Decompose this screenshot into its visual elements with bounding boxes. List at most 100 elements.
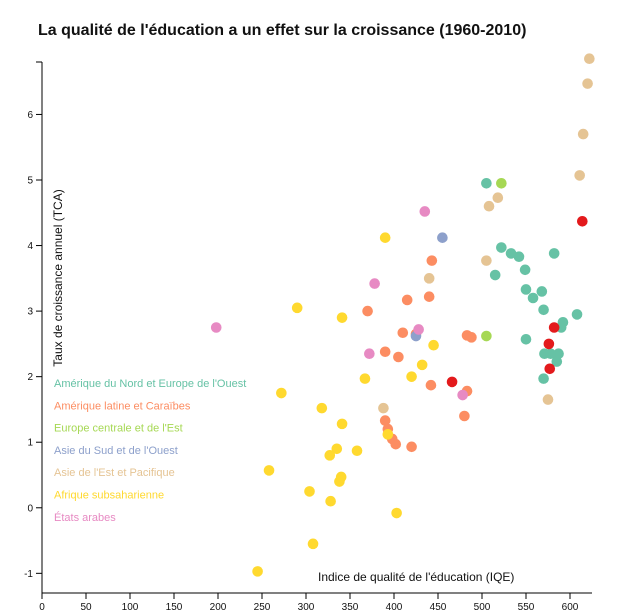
- legend-entry: Asie de l'Est et Pacifique: [54, 467, 175, 479]
- data-point: [382, 429, 394, 440]
- data-point: [390, 438, 402, 450]
- data-point: [428, 339, 439, 351]
- data-point: [362, 305, 373, 317]
- data-point: [401, 294, 413, 306]
- data-point: [364, 348, 375, 360]
- x-tick-label: 400: [386, 602, 403, 613]
- data-point: [325, 495, 336, 507]
- data-point: [391, 507, 402, 519]
- legend-entry: Afrique subsaharienne: [54, 490, 164, 502]
- data-point: [577, 128, 589, 140]
- data-point: [316, 402, 328, 414]
- data-point: [331, 443, 343, 455]
- data-point: [571, 309, 583, 320]
- data-point: [496, 177, 507, 189]
- axes: 0 50 100 150 200 250 300 350 400 450 500 550 600 -1 0 1…: [24, 61, 592, 613]
- data-point: [538, 304, 549, 316]
- data-point: [359, 373, 371, 384]
- data-point: [406, 371, 417, 382]
- data-point: [492, 192, 504, 203]
- data-point: [304, 486, 315, 497]
- data-point: [423, 273, 435, 284]
- data-point: [582, 78, 593, 89]
- data-point: [393, 351, 404, 363]
- y-tick-label: 6: [27, 110, 33, 121]
- data-point: [437, 232, 448, 243]
- data-point: [466, 332, 477, 343]
- legend-entry: États arabes: [54, 511, 116, 524]
- data-point: [351, 445, 363, 457]
- x-tick-label: 250: [254, 602, 271, 613]
- data-point: [419, 206, 431, 217]
- x-tick-label: 0: [39, 602, 45, 613]
- data-point: [527, 292, 539, 304]
- x-tick-label: 150: [166, 602, 183, 613]
- x-tick-label: 100: [122, 602, 139, 613]
- data-point: [505, 248, 517, 259]
- data-point: [413, 324, 424, 335]
- data-point: [548, 322, 560, 333]
- x-tick-label: 300: [298, 602, 315, 613]
- data-point: [379, 415, 391, 426]
- x-tick-label: 500: [474, 602, 491, 613]
- data-point: [481, 177, 492, 189]
- data-point: [548, 248, 560, 259]
- data-point: [336, 418, 348, 430]
- data-point: [406, 441, 417, 453]
- data-point: [481, 255, 492, 266]
- data-point: [496, 242, 507, 253]
- data-point: [252, 566, 263, 577]
- data-point: [574, 170, 585, 181]
- data-point: [425, 379, 437, 391]
- legend-entry: Asie du Sud et de l'Ouest: [54, 445, 178, 457]
- data-point: [551, 356, 563, 367]
- legend: Amérique du Nord et Europe de l'Ouest Amé…: [54, 378, 246, 524]
- data-point: [538, 373, 549, 384]
- y-tick-label: 4: [27, 241, 33, 252]
- x-tick-label: 450: [430, 602, 447, 613]
- legend-entry: Amérique du Nord et Europe de l'Ouest: [54, 378, 246, 390]
- data-point: [545, 348, 556, 360]
- y-tick-label: 1: [27, 438, 33, 449]
- data-point: [416, 359, 428, 371]
- data-point: [520, 334, 532, 345]
- data-point: [335, 471, 347, 483]
- data-point: [423, 291, 435, 302]
- data-point: [324, 450, 336, 461]
- data-point: [520, 284, 532, 295]
- data-point: [307, 538, 319, 550]
- data-point: [457, 389, 468, 401]
- x-tick-label: 600: [562, 602, 579, 613]
- data-point: [397, 327, 409, 339]
- y-tick-label: -1: [24, 569, 33, 580]
- data-point: [263, 465, 275, 476]
- data-point: [513, 251, 525, 262]
- x-tick-label: 350: [342, 602, 359, 613]
- x-tick-label: 550: [518, 602, 535, 613]
- data-point: [276, 387, 287, 399]
- legend-entry: Amérique latine et Caraïbes: [54, 400, 191, 412]
- data-point: [483, 200, 495, 212]
- data-point: [379, 346, 391, 358]
- x-tick-label: 50: [80, 602, 92, 613]
- data-point: [369, 278, 380, 289]
- data-point: [459, 410, 470, 422]
- data-point: [544, 363, 556, 375]
- data-points: [210, 53, 595, 577]
- x-axis-label: Indice de qualité de l'éducation (IQE): [318, 570, 514, 584]
- data-point: [336, 312, 348, 323]
- data-point: [489, 269, 501, 281]
- data-point: [426, 255, 438, 266]
- data-point: [519, 264, 531, 276]
- data-point: [536, 286, 548, 297]
- data-point: [577, 216, 588, 227]
- data-point: [446, 376, 458, 388]
- data-point: [291, 302, 303, 314]
- data-point: [481, 330, 492, 342]
- x-tick-label: 200: [210, 602, 227, 613]
- data-point: [379, 232, 391, 243]
- y-tick-label: 3: [27, 307, 33, 318]
- data-point: [543, 338, 555, 350]
- chart-title: La qualité de l'éducation a un effet sur…: [38, 22, 527, 39]
